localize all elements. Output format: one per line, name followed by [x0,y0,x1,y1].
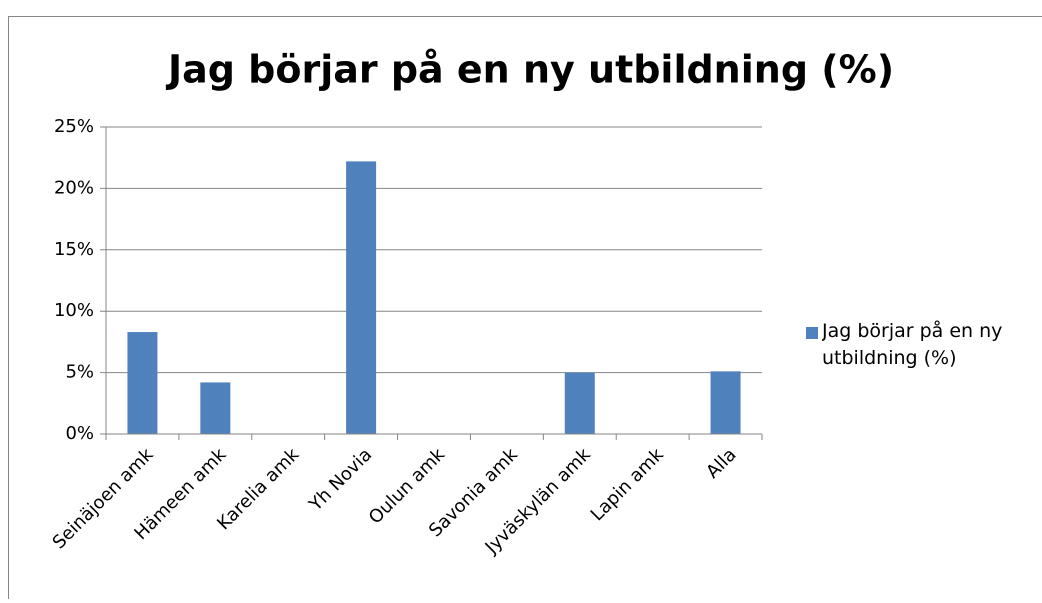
bar [711,371,741,434]
legend-entry: Jag börjar på en ny utbildning (%) [822,318,1037,388]
bar [127,332,157,434]
legend-label: Jag börjar på en ny utbildning (%) [822,318,1037,372]
bar [565,373,595,434]
legend-swatch [806,327,818,339]
y-tick-label: 5% [65,362,94,383]
y-tick-label: 15% [54,239,94,260]
y-tick-label: 0% [65,423,94,444]
bar [200,382,230,434]
y-tick-label: 20% [54,177,94,198]
chart-title: Jag börjar på en ny utbildning (%) [165,48,894,92]
bar [346,161,376,434]
y-tick-label: 25% [54,116,94,137]
y-tick-label: 10% [54,300,94,321]
